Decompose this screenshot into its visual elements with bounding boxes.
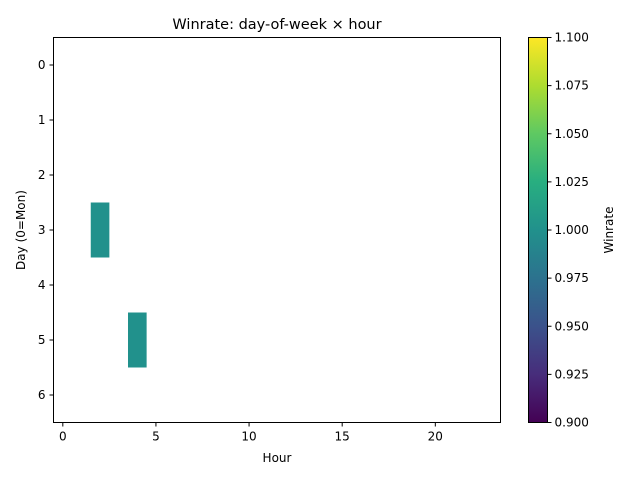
colorbar-tick-label: 1.000 <box>555 223 589 237</box>
y-tick-label: 1 <box>38 113 46 127</box>
colorbar-tick-label: 0.950 <box>555 319 589 333</box>
y-axis-ticks: 0 1 2 3 4 5 6 <box>38 58 54 402</box>
heatmap-cells <box>90 202 147 368</box>
colorbar-tick-label: 0.925 <box>555 367 589 381</box>
y-tick-label: 6 <box>38 388 46 402</box>
colorbar-tick-label: 1.100 <box>555 31 589 45</box>
x-tick-label: 10 <box>241 430 256 444</box>
x-tick-label: 15 <box>335 430 350 444</box>
y-axis-label: Day (0=Mon) <box>14 190 28 270</box>
colorbar-tick-label: 1.025 <box>555 175 589 189</box>
colorbar-ticks: 0.900 0.925 0.950 0.975 1.000 1.025 1.050 1.075… <box>547 31 589 430</box>
heatmap-cell <box>128 312 147 368</box>
chart-title: Winrate: day-of-week × hour <box>172 17 381 33</box>
y-tick-label: 5 <box>38 333 46 347</box>
x-axis-ticks: 0 5 10 15 20 <box>59 422 443 444</box>
y-tick-label: 4 <box>38 278 46 292</box>
colorbar-tick-label: 0.975 <box>555 271 589 285</box>
x-tick-label: 0 <box>59 430 67 444</box>
colorbar-tick-label: 1.075 <box>555 79 589 93</box>
y-tick-label: 3 <box>38 223 46 237</box>
colorbar-label: Winrate <box>602 207 616 254</box>
x-axis-label: Hour <box>263 451 292 465</box>
y-tick-label: 2 <box>38 168 46 182</box>
heatmap-cell <box>90 202 110 258</box>
x-tick-label: 20 <box>428 430 443 444</box>
colorbar-tick-label: 1.050 <box>555 127 589 141</box>
plot-frame <box>53 37 501 423</box>
colorbar <box>528 37 548 423</box>
x-tick-label: 5 <box>152 430 160 444</box>
y-tick-label: 0 <box>38 58 46 72</box>
colorbar-tick-label: 0.900 <box>555 416 589 430</box>
